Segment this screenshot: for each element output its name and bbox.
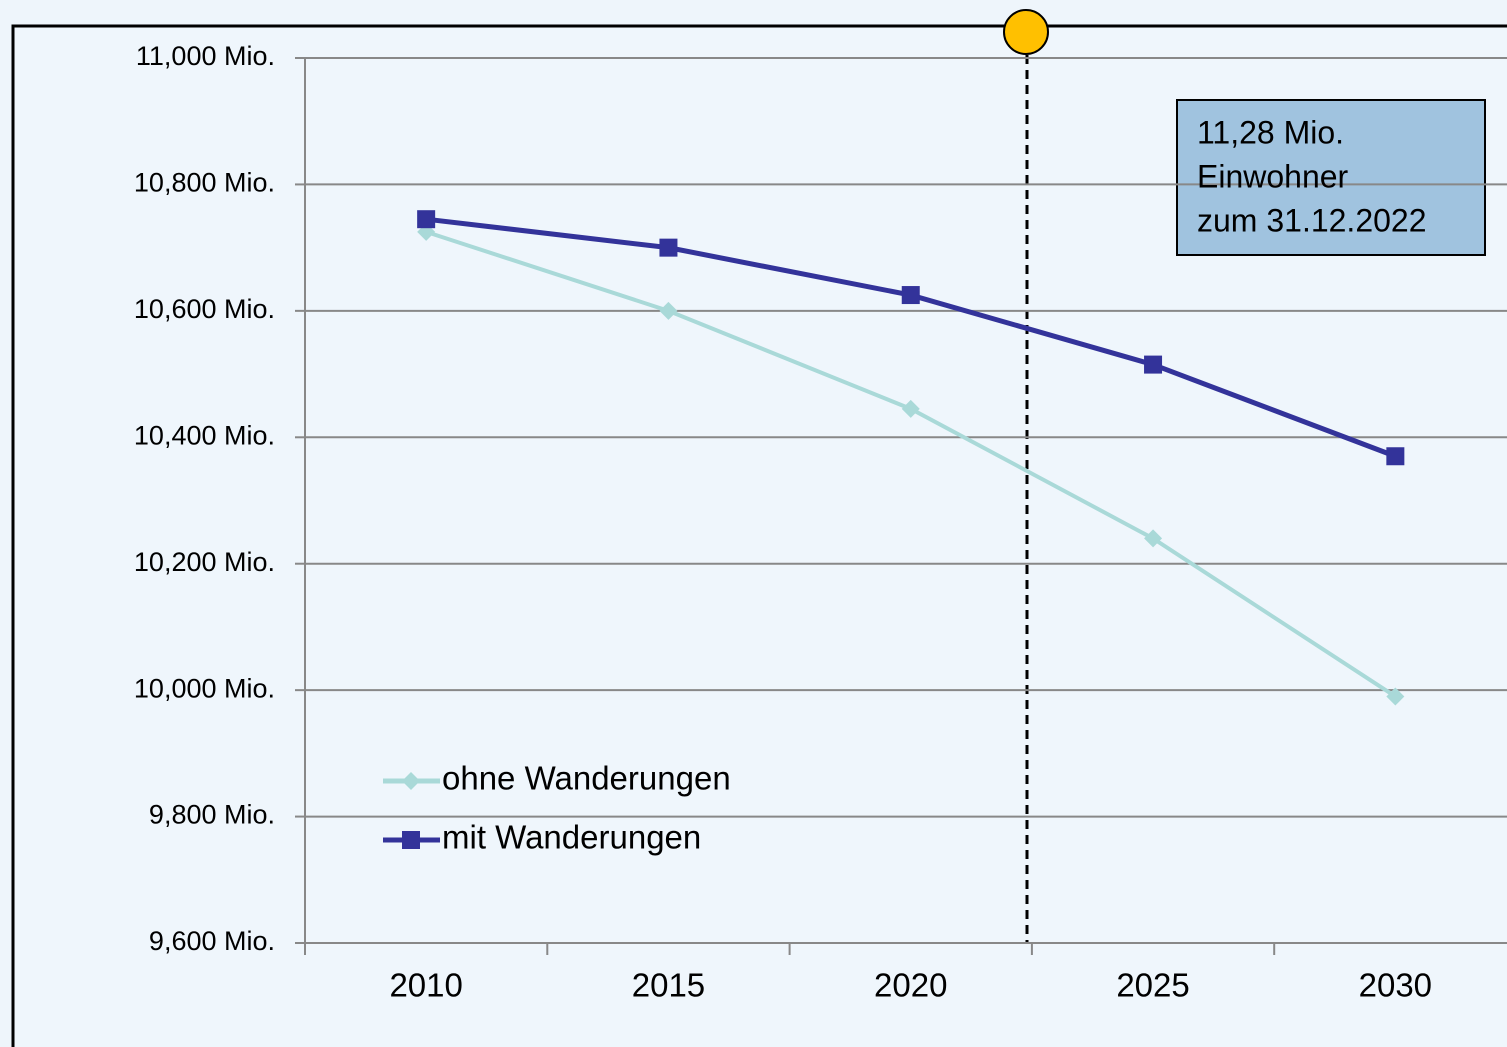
y-tick-label: 9,800 Mio. <box>149 800 275 830</box>
legend-marker <box>402 772 420 790</box>
point <box>659 238 678 257</box>
y-tick-label: 10,800 Mio. <box>134 168 275 198</box>
point <box>1144 355 1163 374</box>
y-tick-label: 10,400 Mio. <box>134 420 275 450</box>
point <box>1386 447 1405 466</box>
annotation-text: zum 31.12.2022 <box>1197 202 1427 238</box>
y-tick-label: 10,000 Mio. <box>134 673 275 703</box>
x-tick-label: 2020 <box>874 967 947 1004</box>
y-tick-label: 10,200 Mio. <box>134 547 275 577</box>
y-tick-label: 10,600 Mio. <box>134 294 275 324</box>
legend-marker <box>402 831 420 849</box>
point <box>901 286 920 305</box>
point <box>417 210 436 229</box>
point <box>659 301 678 320</box>
y-tick-label: 11,000 Mio. <box>136 41 275 71</box>
marker-dot <box>1003 9 1049 55</box>
annotation-text: 11,28 Mio. <box>1197 114 1344 150</box>
legend-label: mit Wanderungen <box>442 819 701 856</box>
annotation-text: Einwohner <box>1197 158 1349 194</box>
point <box>1144 529 1163 548</box>
x-tick-label: 2030 <box>1359 967 1432 1004</box>
y-tick-label: 9,600 Mio. <box>149 926 275 956</box>
x-tick-label: 2025 <box>1116 967 1189 1004</box>
point <box>1386 687 1405 706</box>
x-tick-label: 2015 <box>632 967 705 1004</box>
legend-label: ohne Wanderungen <box>442 760 731 797</box>
annotation-box <box>1176 99 1486 256</box>
x-tick-label: 2010 <box>389 967 462 1004</box>
point <box>901 399 920 418</box>
